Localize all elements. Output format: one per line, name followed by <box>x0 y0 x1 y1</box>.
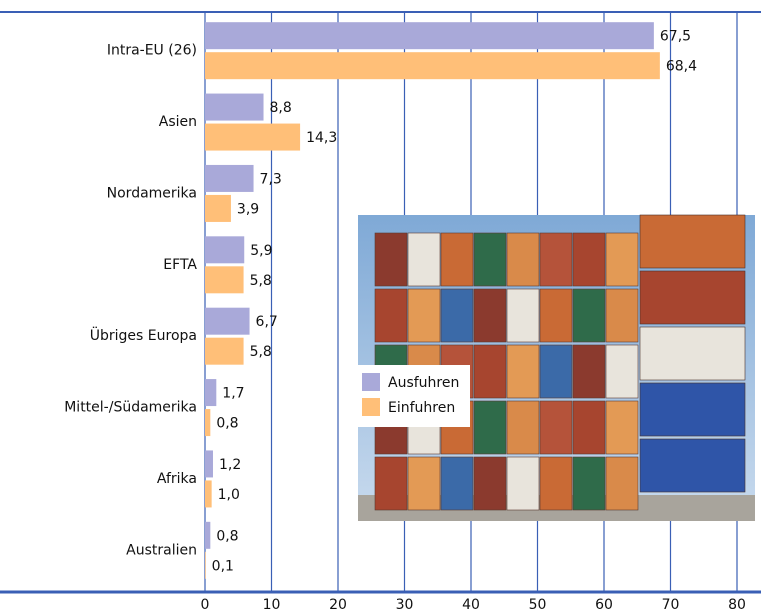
x-tick-label: 40 <box>462 597 480 613</box>
container <box>639 382 746 437</box>
x-tick-label: 10 <box>263 597 281 613</box>
bar <box>205 521 211 549</box>
container <box>572 456 606 511</box>
container <box>473 232 507 287</box>
value-label: 1,2 <box>219 457 241 473</box>
container <box>473 344 507 399</box>
y-tick-label: Afrika <box>157 471 197 487</box>
bar <box>205 52 660 80</box>
value-label: 1,7 <box>222 386 244 402</box>
container <box>605 232 639 287</box>
x-tick-label: 60 <box>595 597 613 613</box>
value-label: 5,9 <box>250 243 272 259</box>
bar <box>205 480 212 508</box>
value-label: 68,4 <box>666 59 697 75</box>
container <box>639 326 746 381</box>
bar <box>205 379 217 407</box>
container <box>506 344 540 399</box>
bar <box>205 123 301 151</box>
container <box>407 288 441 343</box>
x-tick-label: 20 <box>329 597 347 613</box>
x-tick-label: 0 <box>201 597 210 613</box>
legend-label: Einfuhren <box>388 400 455 416</box>
container <box>572 344 606 399</box>
value-label: 1,0 <box>218 487 240 503</box>
container <box>440 456 474 511</box>
container <box>539 456 573 511</box>
container <box>374 232 408 287</box>
y-tick-label: Mittel-/Südamerika <box>64 400 197 416</box>
legend-label: Ausfuhren <box>388 375 459 391</box>
value-label: 5,8 <box>250 344 272 360</box>
bar <box>205 164 254 192</box>
container <box>639 270 746 325</box>
value-label: 5,8 <box>250 273 272 289</box>
container <box>506 456 540 511</box>
value-label: 7,3 <box>260 171 282 187</box>
value-label: 6,7 <box>256 314 278 330</box>
value-label: 3,9 <box>237 201 259 217</box>
y-tick-label: Übriges Europa <box>90 326 197 344</box>
bar <box>205 93 264 121</box>
container <box>639 438 746 493</box>
x-tick-label: 80 <box>728 597 746 613</box>
bar <box>205 22 654 50</box>
legend-swatch <box>362 373 380 391</box>
container <box>539 344 573 399</box>
value-label: 8,8 <box>270 100 292 116</box>
bar <box>205 337 244 365</box>
bar <box>205 307 250 335</box>
y-tick-label: Intra-EU (26) <box>107 43 197 59</box>
container <box>605 456 639 511</box>
bar <box>205 194 231 222</box>
value-label: 0,8 <box>216 416 238 432</box>
container <box>473 400 507 455</box>
legend-swatch <box>362 398 380 416</box>
bar <box>205 450 213 478</box>
container <box>605 400 639 455</box>
y-tick-label: Nordamerika <box>107 185 197 201</box>
bars: 67,5 68,4 8,8 14,3 7,33,9 5,9 5,8 6,7 5,8 1,7 0,8 1… <box>205 22 697 579</box>
bar <box>205 266 244 294</box>
bar <box>205 409 211 437</box>
container <box>506 232 540 287</box>
x-tick-label: 30 <box>396 597 414 613</box>
container <box>639 214 746 269</box>
container <box>506 288 540 343</box>
container <box>572 288 606 343</box>
bar <box>205 551 206 579</box>
y-tick-label: Australien <box>126 542 197 558</box>
container <box>572 400 606 455</box>
container <box>407 232 441 287</box>
container <box>407 456 441 511</box>
container <box>539 400 573 455</box>
container <box>605 288 639 343</box>
x-tick-label: 70 <box>662 597 680 613</box>
y-tick-label: EFTA <box>163 257 197 273</box>
container <box>374 288 408 343</box>
container <box>440 288 474 343</box>
container <box>539 288 573 343</box>
value-label: 0,1 <box>212 558 234 574</box>
container <box>473 288 507 343</box>
value-label: 14,3 <box>306 130 337 146</box>
container <box>539 232 573 287</box>
bar <box>205 236 245 264</box>
container <box>440 232 474 287</box>
container <box>506 400 540 455</box>
x-tick-label: 50 <box>529 597 547 613</box>
y-tick-label: Asien <box>159 114 197 130</box>
container <box>473 456 507 511</box>
container <box>572 232 606 287</box>
value-label: 0,8 <box>216 528 238 544</box>
container <box>605 344 639 399</box>
value-label: 67,5 <box>660 29 691 45</box>
legend: Ausfuhren Einfuhren <box>358 365 470 427</box>
container <box>374 456 408 511</box>
